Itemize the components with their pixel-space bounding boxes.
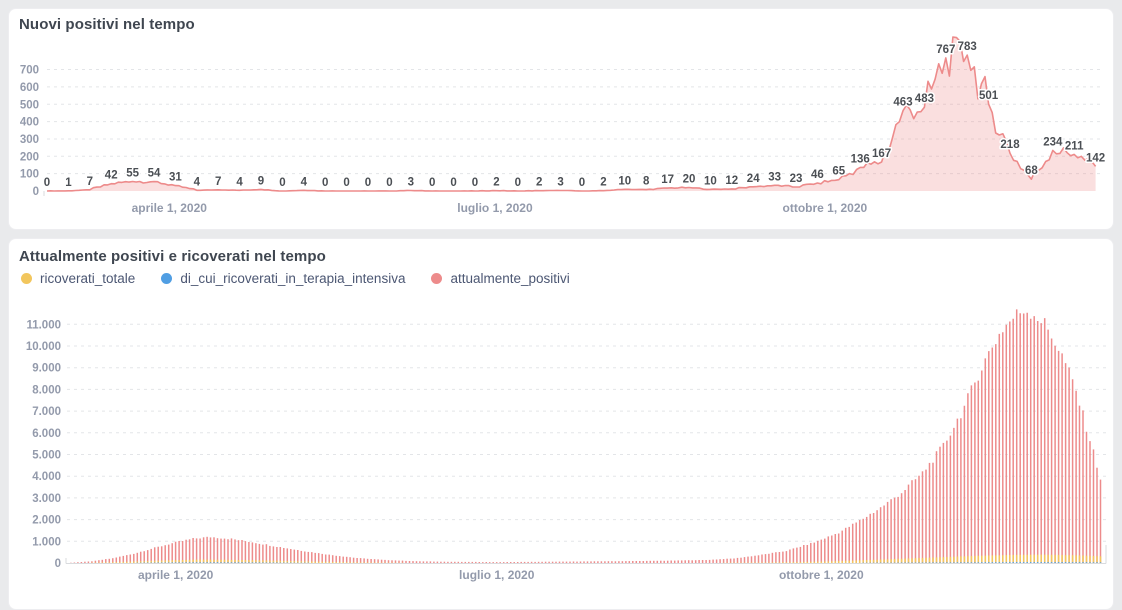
chart1-data-labels: 0 1 742 55 54 31 4 7 4 9 0 4 0 0 0 0 3 0 0 0 2 0 2 3 0 2 10 8 17 20 10… bbox=[42, 40, 1106, 191]
svg-text:2.000: 2.000 bbox=[32, 515, 61, 527]
svg-text:9: 9 bbox=[258, 175, 264, 187]
svg-text:3: 3 bbox=[408, 176, 414, 188]
svg-text:aprile 1, 2020: aprile 1, 2020 bbox=[132, 201, 208, 215]
svg-text:0: 0 bbox=[55, 558, 61, 570]
svg-text:68: 68 bbox=[1025, 165, 1038, 177]
svg-text:7.000: 7.000 bbox=[32, 406, 61, 418]
svg-text:23: 23 bbox=[790, 173, 803, 185]
series-ricoverati_totale bbox=[91, 554, 1102, 563]
svg-text:218: 218 bbox=[1000, 139, 1020, 151]
svg-text:211: 211 bbox=[1065, 140, 1084, 152]
svg-text:luglio 1, 2020: luglio 1, 2020 bbox=[459, 568, 535, 582]
svg-text:5.000: 5.000 bbox=[32, 450, 61, 462]
svg-text:55: 55 bbox=[126, 167, 139, 179]
attualmente-positivi-chart[interactable]: 0 1.000 2.000 3.000 4.000 5.000 6.000 7.000 8.00… bbox=[9, 239, 1113, 609]
svg-text:0: 0 bbox=[579, 177, 585, 189]
svg-text:33: 33 bbox=[768, 171, 781, 183]
svg-text:8.000: 8.000 bbox=[32, 384, 61, 396]
svg-text:ottobre 1, 2020: ottobre 1, 2020 bbox=[783, 201, 868, 215]
svg-text:0: 0 bbox=[450, 177, 456, 189]
svg-text:6.000: 6.000 bbox=[32, 428, 61, 440]
svg-text:3: 3 bbox=[557, 176, 563, 188]
svg-text:142: 142 bbox=[1086, 152, 1105, 164]
svg-text:4: 4 bbox=[236, 176, 243, 188]
svg-text:136: 136 bbox=[851, 153, 870, 165]
legend-dot-red-icon bbox=[431, 273, 443, 284]
svg-text:1.000: 1.000 bbox=[32, 536, 61, 548]
svg-text:9.000: 9.000 bbox=[32, 363, 61, 375]
legend-label: attualmente_positivi bbox=[450, 271, 570, 286]
svg-text:0: 0 bbox=[322, 177, 328, 189]
svg-text:483: 483 bbox=[915, 93, 934, 105]
legend: ricoverati_totale di_cui_ricoverati_in_t… bbox=[21, 271, 570, 286]
attualmente-positivi-title: Attualmente positivi e ricoverati nel te… bbox=[19, 248, 326, 265]
svg-text:783: 783 bbox=[958, 41, 977, 53]
svg-text:10.000: 10.000 bbox=[26, 341, 61, 353]
nuovi-positivi-title: Nuovi positivi nel tempo bbox=[19, 16, 195, 33]
legend-item-ricoverati-totale[interactable]: ricoverati_totale bbox=[21, 271, 135, 286]
nuovi-positivi-card: Nuovi positivi nel tempo 0 100 200 300 400 50… bbox=[8, 8, 1114, 230]
series-nuovi-positivi bbox=[46, 36, 1097, 192]
svg-text:200: 200 bbox=[20, 151, 39, 163]
svg-text:11.000: 11.000 bbox=[26, 319, 61, 331]
svg-text:31: 31 bbox=[169, 172, 182, 184]
svg-text:0: 0 bbox=[44, 177, 50, 189]
svg-text:4.000: 4.000 bbox=[32, 471, 61, 483]
svg-text:234: 234 bbox=[1043, 136, 1063, 148]
svg-text:65: 65 bbox=[832, 166, 845, 178]
svg-text:2: 2 bbox=[493, 177, 499, 189]
svg-text:8: 8 bbox=[643, 176, 650, 188]
svg-text:luglio 1, 2020: luglio 1, 2020 bbox=[457, 201, 533, 215]
svg-text:7: 7 bbox=[215, 176, 221, 188]
svg-text:ottobre 1, 2020: ottobre 1, 2020 bbox=[779, 568, 864, 582]
svg-text:300: 300 bbox=[20, 134, 39, 146]
svg-text:600: 600 bbox=[20, 82, 39, 94]
svg-text:500: 500 bbox=[20, 99, 39, 111]
svg-text:17: 17 bbox=[661, 174, 674, 186]
series-di_cui_ricoverati_in_terapia_intensiva bbox=[136, 562, 1102, 563]
svg-text:100: 100 bbox=[20, 169, 39, 181]
legend-label: ricoverati_totale bbox=[40, 271, 136, 286]
svg-text:0: 0 bbox=[343, 177, 349, 189]
svg-text:0: 0 bbox=[515, 177, 521, 189]
legend-label: di_cui_ricoverati_in_terapia_intensiva bbox=[180, 271, 406, 286]
svg-text:700: 700 bbox=[20, 65, 39, 77]
svg-text:0: 0 bbox=[472, 177, 478, 189]
svg-text:767: 767 bbox=[936, 44, 955, 56]
svg-text:42: 42 bbox=[105, 170, 118, 182]
legend-item-terapia-intensiva[interactable]: di_cui_ricoverati_in_terapia_intensiva bbox=[161, 271, 405, 286]
svg-text:10: 10 bbox=[704, 175, 717, 187]
svg-text:24: 24 bbox=[747, 173, 760, 185]
svg-text:4: 4 bbox=[194, 176, 201, 188]
svg-text:0: 0 bbox=[365, 177, 371, 189]
svg-text:20: 20 bbox=[683, 174, 696, 186]
svg-text:7: 7 bbox=[87, 176, 93, 188]
svg-text:4: 4 bbox=[301, 176, 308, 188]
legend-item-attualmente-positivi[interactable]: attualmente_positivi bbox=[431, 271, 570, 286]
series-attualmente_positivi bbox=[70, 309, 1102, 563]
svg-text:501: 501 bbox=[979, 90, 999, 102]
svg-text:167: 167 bbox=[872, 148, 891, 160]
svg-text:0: 0 bbox=[33, 186, 39, 198]
attualmente-positivi-card: Attualmente positivi e ricoverati nel te… bbox=[8, 238, 1114, 610]
chart2-axes: 0 1.000 2.000 3.000 4.000 5.000 6.000 7.000 8.00… bbox=[26, 319, 1106, 582]
svg-text:2: 2 bbox=[536, 177, 542, 189]
svg-text:463: 463 bbox=[893, 97, 912, 109]
svg-text:12: 12 bbox=[725, 175, 738, 187]
svg-text:1: 1 bbox=[65, 177, 72, 189]
svg-text:0: 0 bbox=[386, 177, 392, 189]
svg-text:3.000: 3.000 bbox=[32, 493, 61, 505]
svg-text:46: 46 bbox=[811, 169, 824, 181]
svg-text:54: 54 bbox=[148, 168, 161, 180]
svg-text:0: 0 bbox=[429, 177, 435, 189]
legend-dot-yellow-icon bbox=[21, 273, 32, 284]
svg-text:10: 10 bbox=[618, 175, 631, 187]
svg-text:aprile 1, 2020: aprile 1, 2020 bbox=[138, 568, 214, 582]
legend-dot-blue-icon bbox=[161, 273, 173, 284]
svg-text:2: 2 bbox=[600, 177, 606, 189]
svg-text:0: 0 bbox=[279, 177, 285, 189]
svg-text:400: 400 bbox=[20, 117, 39, 129]
